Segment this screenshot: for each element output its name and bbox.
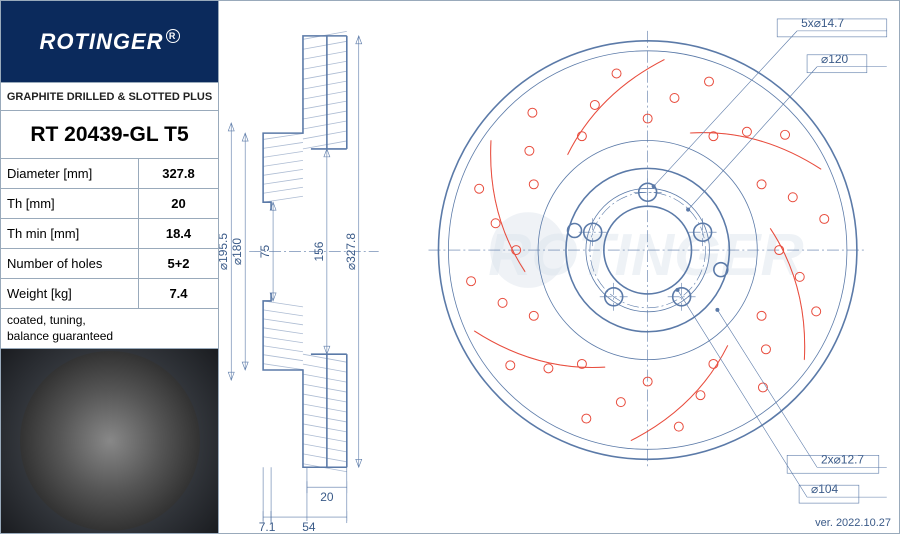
spec-row: Number of holes5+2 (1, 249, 218, 279)
version-label: ver. 2022.10.27 (815, 517, 891, 529)
spec-row: Th [mm]20 (1, 189, 218, 219)
notes-text: coated, tuning, balance guaranteed (1, 309, 218, 349)
spec-row: Weight [kg]7.4 (1, 279, 218, 309)
technical-drawing: ROTINGER 5x⌀14.7 ⌀120 2x⌀12.7 ⌀104 ⌀195.5⌀1… (219, 1, 899, 533)
brand-text: ROTINGER (39, 29, 163, 54)
registered-icon: R (166, 29, 180, 43)
svg-text:⌀327.8: ⌀327.8 (344, 233, 358, 270)
spec-value: 7.4 (139, 279, 218, 308)
spec-label: Th [mm] (1, 189, 139, 218)
spec-label: Weight [kg] (1, 279, 139, 308)
spec-row: Th min [mm]18.4 (1, 219, 218, 249)
spec-label: Diameter [mm] (1, 159, 139, 188)
drawing-area: ROTINGER 5x⌀14.7 ⌀120 2x⌀12.7 ⌀104 ⌀195.5⌀1… (219, 1, 899, 533)
spec-value: 5+2 (139, 249, 218, 278)
spec-label: Number of holes (1, 249, 139, 278)
svg-text:2x⌀12.7: 2x⌀12.7 (821, 452, 864, 466)
product-photo (1, 349, 218, 533)
svg-text:54: 54 (302, 520, 316, 533)
svg-text:75: 75 (258, 245, 272, 259)
svg-text:ROTINGER: ROTINGER (488, 221, 803, 288)
logo-area: ROTINGERR (1, 1, 218, 83)
spec-table: Diameter [mm]327.8Th [mm]20Th min [mm]18… (1, 159, 218, 309)
left-panel: ROTINGERR GRAPHITE DRILLED & SLOTTED PLU… (1, 1, 219, 533)
svg-text:7.1: 7.1 (259, 520, 276, 533)
svg-text:156: 156 (312, 241, 326, 261)
spec-label: Th min [mm] (1, 219, 139, 248)
disc-photo-icon (20, 351, 200, 531)
root: ROTINGERR GRAPHITE DRILLED & SLOTTED PLU… (0, 0, 900, 534)
spec-value: 327.8 (139, 159, 218, 188)
part-number: RT 20439-GL T5 (1, 111, 218, 159)
svg-text:20: 20 (320, 490, 334, 504)
svg-text:5x⌀14.7: 5x⌀14.7 (801, 16, 844, 30)
spec-row: Diameter [mm]327.8 (1, 159, 218, 189)
svg-text:⌀180: ⌀180 (230, 238, 244, 265)
spec-value: 20 (139, 189, 218, 218)
section-dimensions: ⌀195.5⌀180 75 156 ⌀327.8 7.1 54 20 (219, 36, 362, 533)
svg-text:⌀104: ⌀104 (811, 482, 838, 496)
spec-value: 18.4 (139, 219, 218, 248)
brand-logo: ROTINGERR (39, 29, 179, 55)
product-subtitle: GRAPHITE DRILLED & SLOTTED PLUS (1, 83, 218, 111)
svg-text:⌀120: ⌀120 (821, 52, 848, 66)
svg-text:⌀195.5: ⌀195.5 (219, 233, 230, 270)
